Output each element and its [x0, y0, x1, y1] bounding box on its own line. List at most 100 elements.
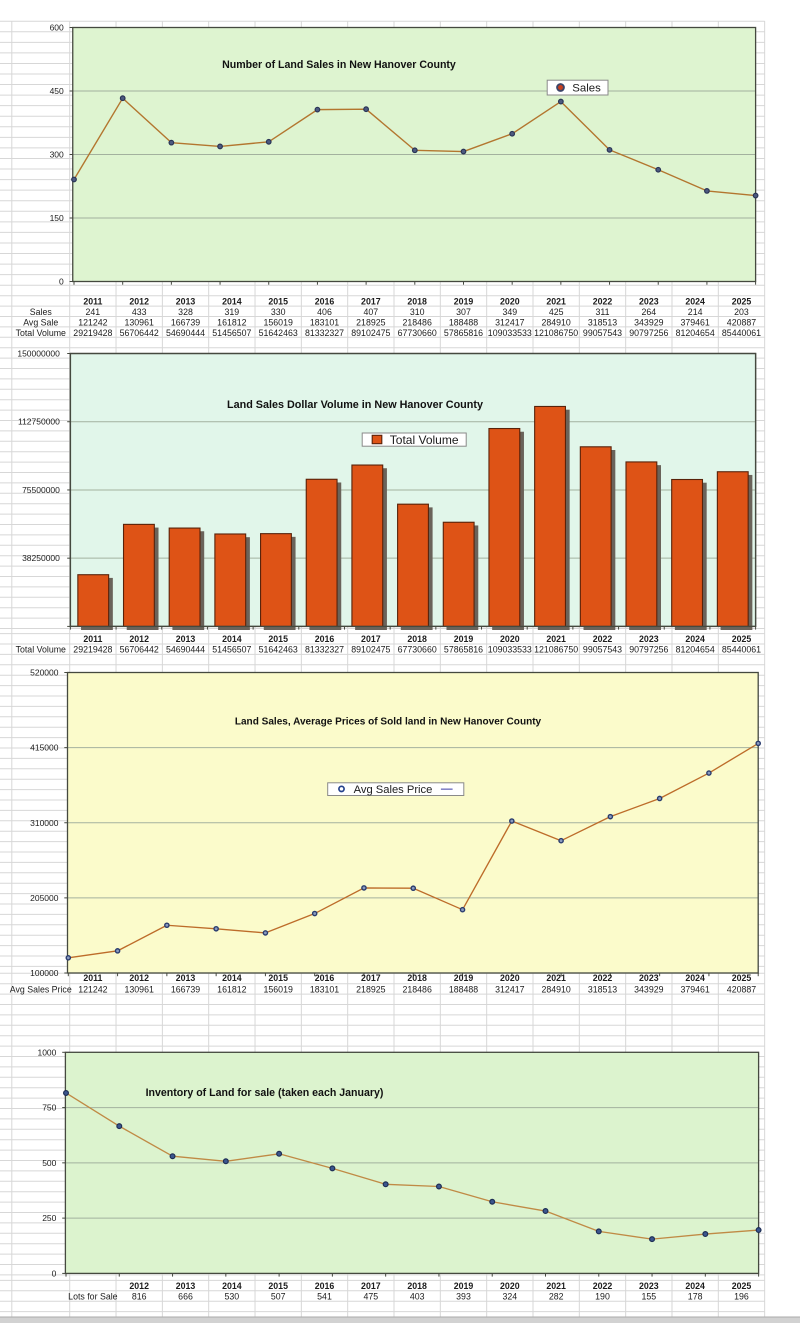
svg-text:Avg Sale: Avg Sale — [23, 317, 58, 327]
svg-text:310000: 310000 — [30, 818, 59, 828]
svg-text:121242: 121242 — [78, 317, 107, 327]
svg-text:2012: 2012 — [129, 634, 149, 644]
svg-text:156019: 156019 — [264, 317, 293, 327]
svg-text:2014: 2014 — [222, 297, 242, 307]
svg-text:Avg Sales Price: Avg Sales Price — [10, 984, 72, 994]
svg-text:2018: 2018 — [407, 297, 427, 307]
svg-text:2011: 2011 — [83, 973, 102, 983]
svg-text:2020: 2020 — [500, 297, 520, 307]
svg-text:403: 403 — [410, 1291, 425, 1301]
svg-text:507: 507 — [271, 1291, 286, 1301]
svg-text:54690444: 54690444 — [166, 328, 205, 338]
svg-text:112750000: 112750000 — [18, 417, 60, 427]
svg-text:2015: 2015 — [268, 973, 288, 983]
svg-text:99057543: 99057543 — [583, 328, 622, 338]
svg-text:109033533: 109033533 — [488, 644, 532, 654]
svg-text:196: 196 — [734, 1291, 749, 1301]
svg-text:318513: 318513 — [588, 317, 617, 327]
svg-text:Number of Land Sales in New Ha: Number of Land Sales in New Hanover Coun… — [222, 59, 456, 71]
svg-text:51642463: 51642463 — [259, 644, 298, 654]
svg-text:379461: 379461 — [680, 317, 709, 327]
svg-text:420887: 420887 — [727, 984, 756, 994]
svg-text:2019: 2019 — [454, 1281, 474, 1291]
svg-text:816: 816 — [132, 1291, 147, 1301]
svg-text:2014: 2014 — [222, 973, 242, 983]
svg-text:166739: 166739 — [171, 317, 200, 327]
svg-text:2023: 2023 — [639, 297, 659, 307]
svg-text:56706442: 56706442 — [120, 644, 159, 654]
svg-text:150: 150 — [50, 213, 64, 223]
svg-text:166739: 166739 — [171, 984, 200, 994]
svg-text:300: 300 — [50, 150, 64, 160]
svg-text:121242: 121242 — [78, 984, 107, 994]
svg-text:530: 530 — [225, 1291, 240, 1301]
svg-text:Sales: Sales — [572, 83, 601, 95]
svg-text:415000: 415000 — [30, 743, 59, 753]
svg-text:2017: 2017 — [361, 1281, 381, 1291]
svg-text:188488: 188488 — [449, 984, 478, 994]
svg-text:2016: 2016 — [315, 634, 335, 644]
svg-text:2011: 2011 — [83, 297, 102, 307]
svg-text:81332327: 81332327 — [305, 644, 344, 654]
svg-text:90797256: 90797256 — [629, 644, 668, 654]
svg-text:264: 264 — [641, 307, 656, 317]
svg-text:284910: 284910 — [541, 317, 570, 327]
svg-text:343929: 343929 — [634, 984, 663, 994]
svg-text:156019: 156019 — [264, 984, 293, 994]
svg-text:330: 330 — [271, 307, 286, 317]
svg-text:2018: 2018 — [407, 1281, 427, 1291]
svg-text:100000: 100000 — [30, 968, 59, 978]
svg-text:54690444: 54690444 — [166, 644, 205, 654]
svg-text:319: 319 — [225, 307, 240, 317]
svg-text:2021: 2021 — [546, 973, 566, 983]
svg-text:2024: 2024 — [685, 1281, 705, 1291]
svg-text:2013: 2013 — [176, 297, 196, 307]
svg-text:218486: 218486 — [402, 317, 431, 327]
svg-text:2018: 2018 — [407, 973, 427, 983]
svg-text:343929: 343929 — [634, 317, 663, 327]
svg-text:2014: 2014 — [222, 634, 242, 644]
svg-text:2015: 2015 — [268, 297, 288, 307]
svg-text:57865816: 57865816 — [444, 328, 483, 338]
svg-text:750: 750 — [42, 1103, 56, 1113]
svg-text:2016: 2016 — [315, 1281, 335, 1291]
svg-text:310: 310 — [410, 307, 425, 317]
svg-text:2012: 2012 — [129, 973, 149, 983]
svg-text:328: 328 — [178, 307, 193, 317]
svg-text:81204654: 81204654 — [676, 328, 715, 338]
svg-text:2024: 2024 — [685, 973, 705, 983]
svg-text:2025: 2025 — [732, 1281, 752, 1291]
svg-text:155: 155 — [641, 1291, 656, 1301]
svg-text:2019: 2019 — [454, 973, 474, 983]
svg-text:520000: 520000 — [30, 668, 59, 678]
svg-text:51456507: 51456507 — [212, 328, 251, 338]
svg-text:2022: 2022 — [593, 297, 613, 307]
svg-text:2020: 2020 — [500, 634, 520, 644]
svg-text:1000: 1000 — [37, 1047, 56, 1057]
svg-text:178: 178 — [688, 1291, 703, 1301]
svg-text:183101: 183101 — [310, 317, 339, 327]
svg-text:2015: 2015 — [268, 634, 288, 644]
svg-text:Avg Sales Price: Avg Sales Price — [354, 784, 433, 796]
svg-text:Land Sales, Average Prices of: Land Sales, Average Prices of Sold land … — [235, 717, 542, 728]
svg-text:2012: 2012 — [129, 297, 149, 307]
svg-text:Lots for Sale: Lots for Sale — [68, 1291, 117, 1301]
svg-text:2022: 2022 — [593, 973, 613, 983]
svg-text:433: 433 — [132, 307, 147, 317]
svg-text:38250000: 38250000 — [22, 553, 60, 563]
svg-text:183101: 183101 — [310, 984, 339, 994]
svg-text:2019: 2019 — [454, 634, 474, 644]
svg-text:2023: 2023 — [639, 973, 659, 983]
svg-text:2017: 2017 — [361, 634, 381, 644]
svg-text:0: 0 — [52, 1268, 57, 1278]
svg-text:2022: 2022 — [593, 634, 613, 644]
svg-text:379461: 379461 — [680, 984, 709, 994]
svg-text:Total Volume: Total Volume — [16, 328, 66, 338]
svg-text:81204654: 81204654 — [676, 644, 715, 654]
svg-text:2025: 2025 — [732, 634, 752, 644]
svg-text:90797256: 90797256 — [629, 328, 668, 338]
svg-text:130961: 130961 — [125, 317, 154, 327]
svg-text:2016: 2016 — [315, 973, 335, 983]
svg-text:311: 311 — [595, 307, 609, 317]
svg-text:29219428: 29219428 — [73, 328, 112, 338]
